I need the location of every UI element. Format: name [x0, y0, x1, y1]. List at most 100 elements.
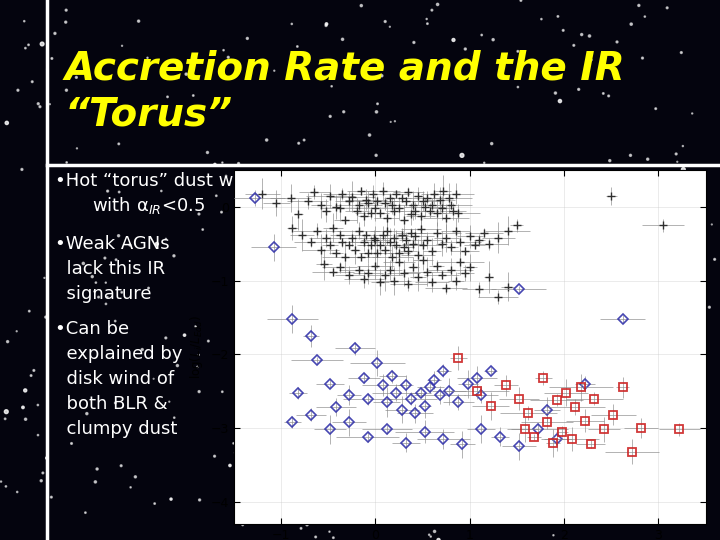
Point [638, 389, 649, 397]
Point [260, 258, 271, 266]
Point [554, 97, 566, 105]
Point [193, 350, 204, 359]
Point [179, 331, 190, 340]
Point [371, 107, 382, 116]
Point [71, 73, 82, 82]
Point [451, 259, 462, 267]
Point [573, 85, 585, 94]
Point [525, 426, 536, 434]
Point [372, 65, 383, 74]
Point [603, 92, 614, 100]
Point [639, 463, 650, 471]
Point [133, 17, 145, 25]
Point [448, 221, 459, 230]
Point [12, 86, 24, 94]
Point [537, 494, 549, 502]
Point [647, 452, 658, 461]
Point [295, 524, 307, 532]
Point [611, 38, 623, 46]
Point [156, 187, 167, 195]
Point [293, 384, 305, 393]
Point [557, 26, 569, 35]
Point [61, 158, 73, 167]
Point [192, 362, 203, 371]
Point [598, 89, 609, 98]
Point [399, 469, 410, 477]
Point [689, 408, 701, 417]
Point [89, 477, 101, 486]
Point [487, 35, 499, 44]
Point [686, 109, 698, 118]
Point [16, 165, 27, 174]
Point [149, 500, 161, 508]
Point [71, 144, 83, 153]
Point [115, 461, 127, 470]
Point [248, 273, 260, 282]
Point [23, 40, 35, 49]
Point [696, 389, 708, 398]
Point [35, 476, 47, 485]
Point [462, 195, 474, 204]
Point [590, 384, 602, 393]
Point [567, 351, 579, 360]
Point [469, 181, 480, 190]
Point [181, 70, 192, 78]
Point [655, 482, 667, 491]
Point [542, 333, 554, 341]
Point [102, 187, 113, 195]
Point [202, 66, 213, 75]
Point [40, 313, 52, 321]
Point [60, 18, 71, 26]
Point [125, 483, 136, 491]
Point [86, 272, 98, 281]
Point [32, 99, 44, 108]
Point [427, 407, 438, 416]
Point [0, 482, 12, 491]
Point [432, 0, 444, 9]
Point [642, 155, 654, 164]
Point [251, 274, 263, 283]
Point [70, 174, 81, 183]
Point [691, 385, 703, 394]
Point [590, 412, 601, 421]
Point [605, 245, 616, 253]
Point [389, 117, 400, 126]
Point [137, 345, 148, 354]
Point [395, 377, 407, 386]
Point [670, 150, 682, 158]
Point [193, 210, 204, 218]
Point [269, 66, 280, 75]
Point [160, 234, 171, 243]
Point [190, 322, 202, 331]
Point [324, 528, 336, 536]
Point [456, 151, 468, 160]
Point [163, 397, 175, 406]
Point [625, 151, 636, 160]
Point [556, 282, 567, 291]
Point [369, 481, 381, 490]
Point [78, 259, 89, 268]
Point [706, 220, 718, 229]
Point [665, 291, 676, 299]
Point [37, 39, 48, 48]
Point [270, 268, 282, 277]
Point [447, 386, 459, 395]
Point [476, 31, 487, 39]
Point [423, 530, 435, 539]
Point [325, 476, 336, 485]
Point [522, 330, 534, 339]
Point [114, 188, 125, 197]
Point [425, 532, 436, 540]
Point [413, 519, 424, 528]
Point [151, 240, 163, 248]
Point [593, 272, 604, 281]
Point [568, 243, 580, 252]
Point [480, 198, 492, 206]
Point [197, 225, 209, 234]
Point [634, 267, 646, 276]
Point [618, 469, 629, 477]
Point [495, 267, 507, 276]
Point [370, 151, 382, 160]
Point [171, 361, 183, 370]
Point [46, 54, 58, 63]
